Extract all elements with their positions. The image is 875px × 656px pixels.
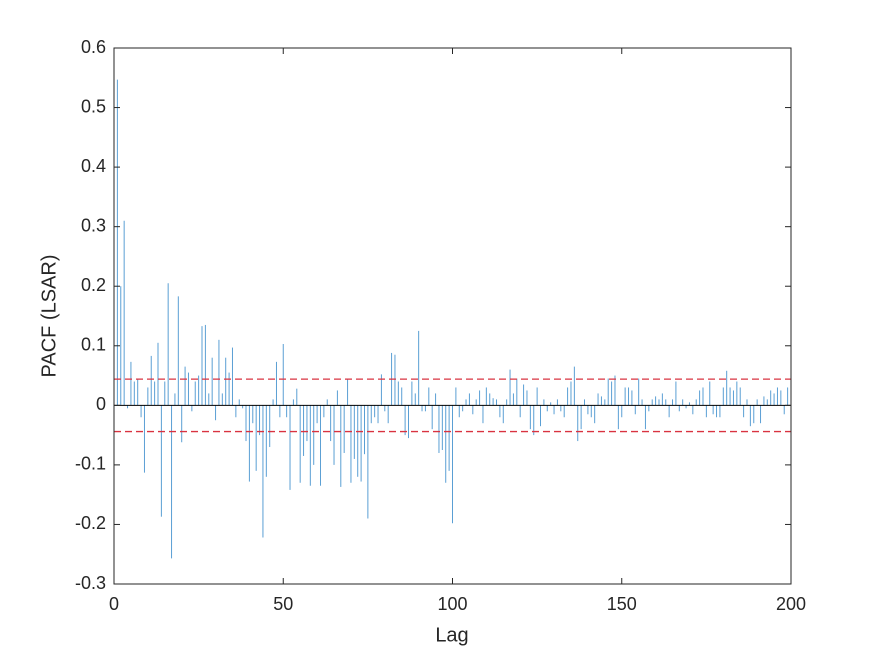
y-tick-label: 0.5: [81, 96, 106, 116]
x-tick-label: 50: [273, 594, 293, 614]
y-tick-label: 0: [96, 394, 106, 414]
x-tick-label: 0: [109, 594, 119, 614]
y-axis-label: PACF (LSAR): [38, 255, 60, 378]
x-tick-label: 200: [776, 594, 806, 614]
y-tick-label: 0.1: [81, 335, 106, 355]
y-tick-label: 0.2: [81, 275, 106, 295]
y-tick-label: -0.2: [75, 513, 106, 533]
x-tick-label: 150: [607, 594, 637, 614]
y-tick-label: 0.6: [81, 37, 106, 57]
y-tick-label: 0.3: [81, 215, 106, 235]
x-axis-label: Lag: [435, 624, 468, 646]
y-tick-label: -0.3: [75, 573, 106, 593]
y-tick-label: 0.4: [81, 156, 106, 176]
y-tick-label: -0.1: [75, 454, 106, 474]
x-tick-label: 100: [437, 594, 467, 614]
